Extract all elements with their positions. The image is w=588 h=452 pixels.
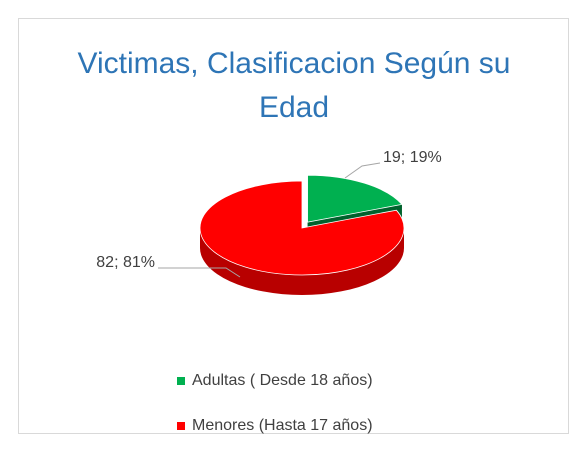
leader-line — [344, 162, 381, 179]
legend-swatch — [177, 422, 185, 430]
data-label: 19; 19% — [383, 149, 442, 166]
chart-title: Victimas, Clasificacion Según su Edad — [77, 47, 511, 124]
legend-label: Menores (Hasta 17 años) — [192, 417, 373, 434]
pie-slice — [199, 180, 405, 276]
legend-swatch — [177, 377, 185, 385]
pie-slice — [307, 174, 403, 223]
data-label: 82; 81% — [96, 254, 155, 271]
legend-label: Adultas ( Desde 18 años) — [192, 372, 373, 389]
slice-side — [200, 228, 404, 295]
leader-line — [158, 267, 241, 278]
